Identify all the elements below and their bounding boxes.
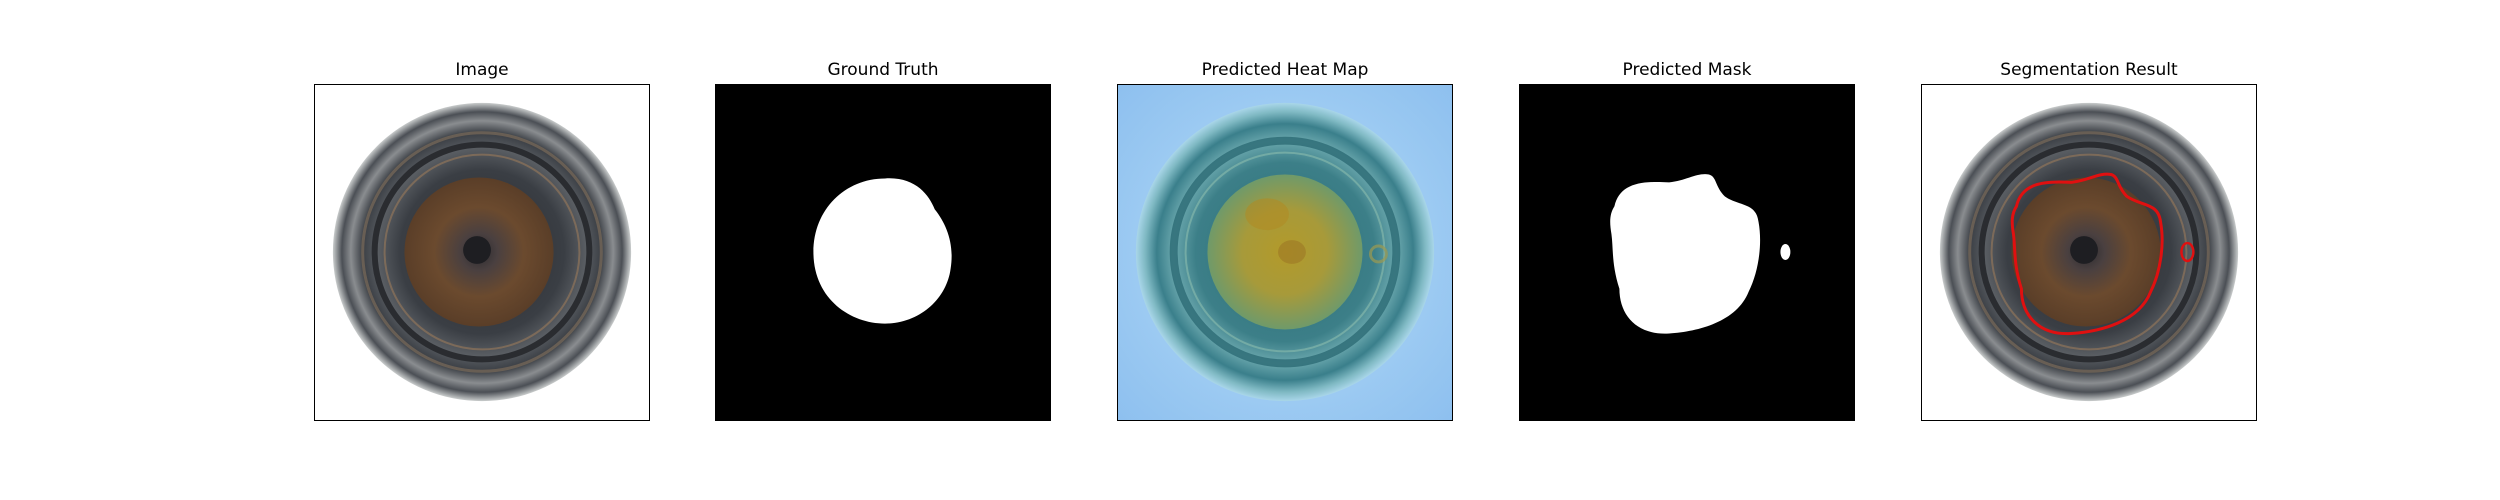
- segmentation-render: [1922, 85, 2256, 420]
- panel-predicted-mask: [1519, 84, 1855, 421]
- predicted-mask: [1520, 85, 1854, 420]
- ground-truth-mask: [716, 85, 1050, 420]
- panel-title-image: Image: [455, 60, 509, 80]
- predicted-mask-region: [1610, 174, 1761, 334]
- panel-heat-map: [1117, 84, 1453, 421]
- predicted-mask-blob: [1780, 244, 1791, 260]
- panel-image: [314, 84, 650, 421]
- segmentation-contour-blob: [2180, 241, 2195, 263]
- panel-title-heat-map: Predicted Heat Map: [1201, 60, 1369, 80]
- ground-truth-region: [813, 178, 952, 324]
- panel-title-segmentation-result: Segmentation Result: [2000, 60, 2178, 80]
- panel-title-predicted-mask: Predicted Mask: [1622, 60, 1752, 80]
- panel-ground-truth: [715, 84, 1051, 421]
- heat-map-render: [1118, 85, 1452, 420]
- image-render: [315, 85, 649, 420]
- panel-segmentation-result: [1921, 84, 2257, 421]
- segmentation-contour: [2010, 172, 2164, 336]
- panel-title-ground-truth: Ground Truth: [827, 60, 939, 80]
